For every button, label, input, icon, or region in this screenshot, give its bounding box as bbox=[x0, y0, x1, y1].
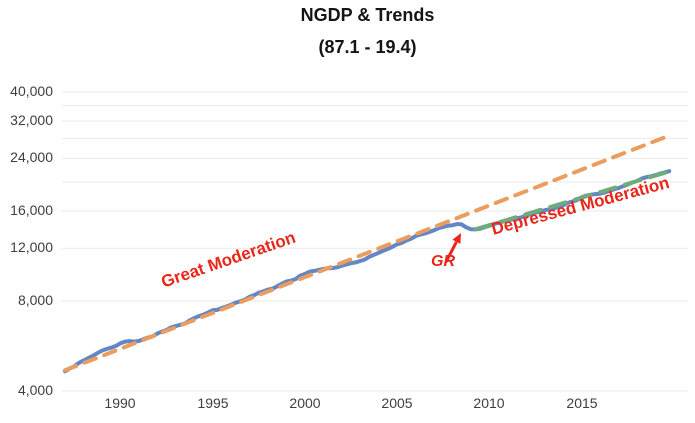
y-axis-label: 16,000 bbox=[10, 202, 53, 218]
x-axis-label: 2000 bbox=[289, 395, 321, 411]
y-axis-label: 32,000 bbox=[10, 112, 53, 128]
y-axis-label: 4,000 bbox=[17, 382, 53, 398]
y-axis-label: 12,000 bbox=[10, 239, 53, 255]
x-axis-label: 2005 bbox=[381, 395, 413, 411]
x-axis: 1990 1995 2000 2005 2010 2015 bbox=[0, 395, 695, 415]
annotation-gr: GR bbox=[431, 253, 455, 270]
y-axis: 40,000 32,000 24,000 16,000 12,000 8,000 4,000 bbox=[0, 0, 55, 423]
y-axis-label: 40,000 bbox=[10, 83, 53, 99]
x-axis-label: 1995 bbox=[197, 395, 229, 411]
chart-title: NGDP & Trends bbox=[300, 5, 435, 25]
great-moderation-trend-line bbox=[63, 133, 672, 373]
y-axis-label: 24,000 bbox=[10, 149, 53, 165]
gr-arrowhead bbox=[452, 233, 461, 244]
depressed-moderation-trend-line bbox=[473, 170, 670, 232]
x-axis-label: 2015 bbox=[566, 395, 598, 411]
x-axis-label: 2010 bbox=[473, 395, 505, 411]
gr-arrow-line bbox=[444, 241, 458, 263]
chart-subtitle: (87.1 - 19.4) bbox=[318, 37, 417, 57]
x-axis-label: 1990 bbox=[104, 395, 136, 411]
y-axis-label: 8,000 bbox=[17, 292, 53, 308]
